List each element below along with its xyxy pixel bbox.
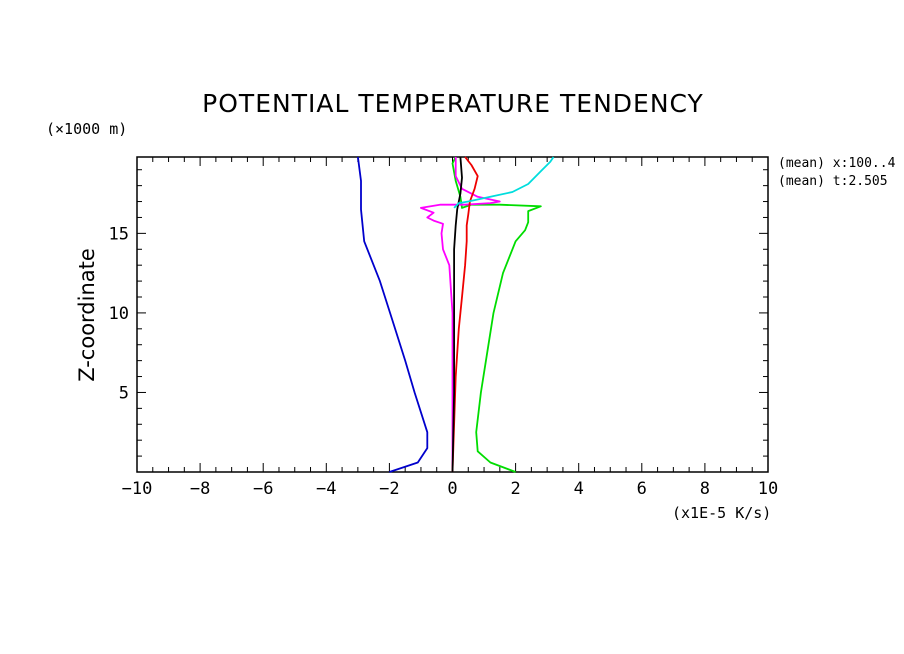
y-tick-label: 5 — [119, 383, 129, 403]
x-tick-label: 6 — [637, 479, 647, 499]
y-axis-label: Z-coordinate — [75, 248, 99, 382]
series-line-4 — [451, 156, 479, 473]
x-tick-label: −10 — [122, 479, 153, 499]
x-tick-label: −4 — [316, 479, 336, 499]
info-line-t: (mean) t:2.505 — [778, 174, 888, 189]
x-tick-label: 8 — [700, 479, 710, 499]
x-tick-label: 2 — [510, 479, 520, 499]
series-line-2 — [451, 156, 542, 473]
x-tick-label: −2 — [379, 479, 399, 499]
y-tick-label: 10 — [109, 304, 129, 324]
series-line-1 — [357, 156, 429, 473]
x-unit-label: (x1E-5 K/s) — [672, 504, 771, 522]
series-line-5 — [451, 156, 463, 473]
y-tick-label: 15 — [109, 224, 129, 244]
x-tick-label: 0 — [447, 479, 457, 499]
series-line-3 — [419, 157, 501, 472]
series-line-6 — [453, 156, 555, 209]
y-unit-label: (×1000 m) — [46, 120, 127, 138]
x-tick-label: −8 — [190, 479, 210, 499]
info-line-x: (mean) x:100..4 — [778, 156, 896, 171]
chart-title: POTENTIAL TEMPERATURE TENDENCY — [202, 89, 704, 118]
x-tick-label: 10 — [758, 479, 778, 499]
x-tick-label: 4 — [574, 479, 584, 499]
plot-area: −10 −8 −6 −4 −2 0 2 4 6 8 10 5 10 15 — [109, 156, 778, 499]
x-tick-label: −6 — [253, 479, 273, 499]
